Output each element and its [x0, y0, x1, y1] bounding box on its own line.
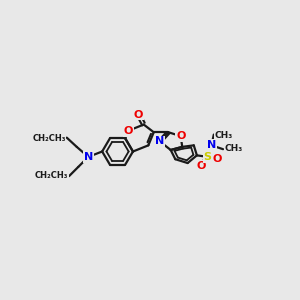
Text: CH₃: CH₃: [225, 144, 243, 153]
Text: CH₂CH₃: CH₂CH₃: [33, 134, 66, 143]
Text: N: N: [84, 152, 93, 162]
Text: O: O: [213, 154, 222, 164]
Text: CH₃: CH₃: [214, 131, 233, 140]
Text: O: O: [197, 161, 206, 171]
Text: N: N: [155, 136, 164, 146]
Text: N: N: [207, 140, 216, 150]
Text: CH₂CH₃: CH₂CH₃: [35, 171, 68, 180]
Text: S: S: [204, 152, 212, 162]
Text: O: O: [134, 110, 143, 119]
Text: O: O: [124, 126, 133, 136]
Text: O: O: [176, 131, 185, 141]
